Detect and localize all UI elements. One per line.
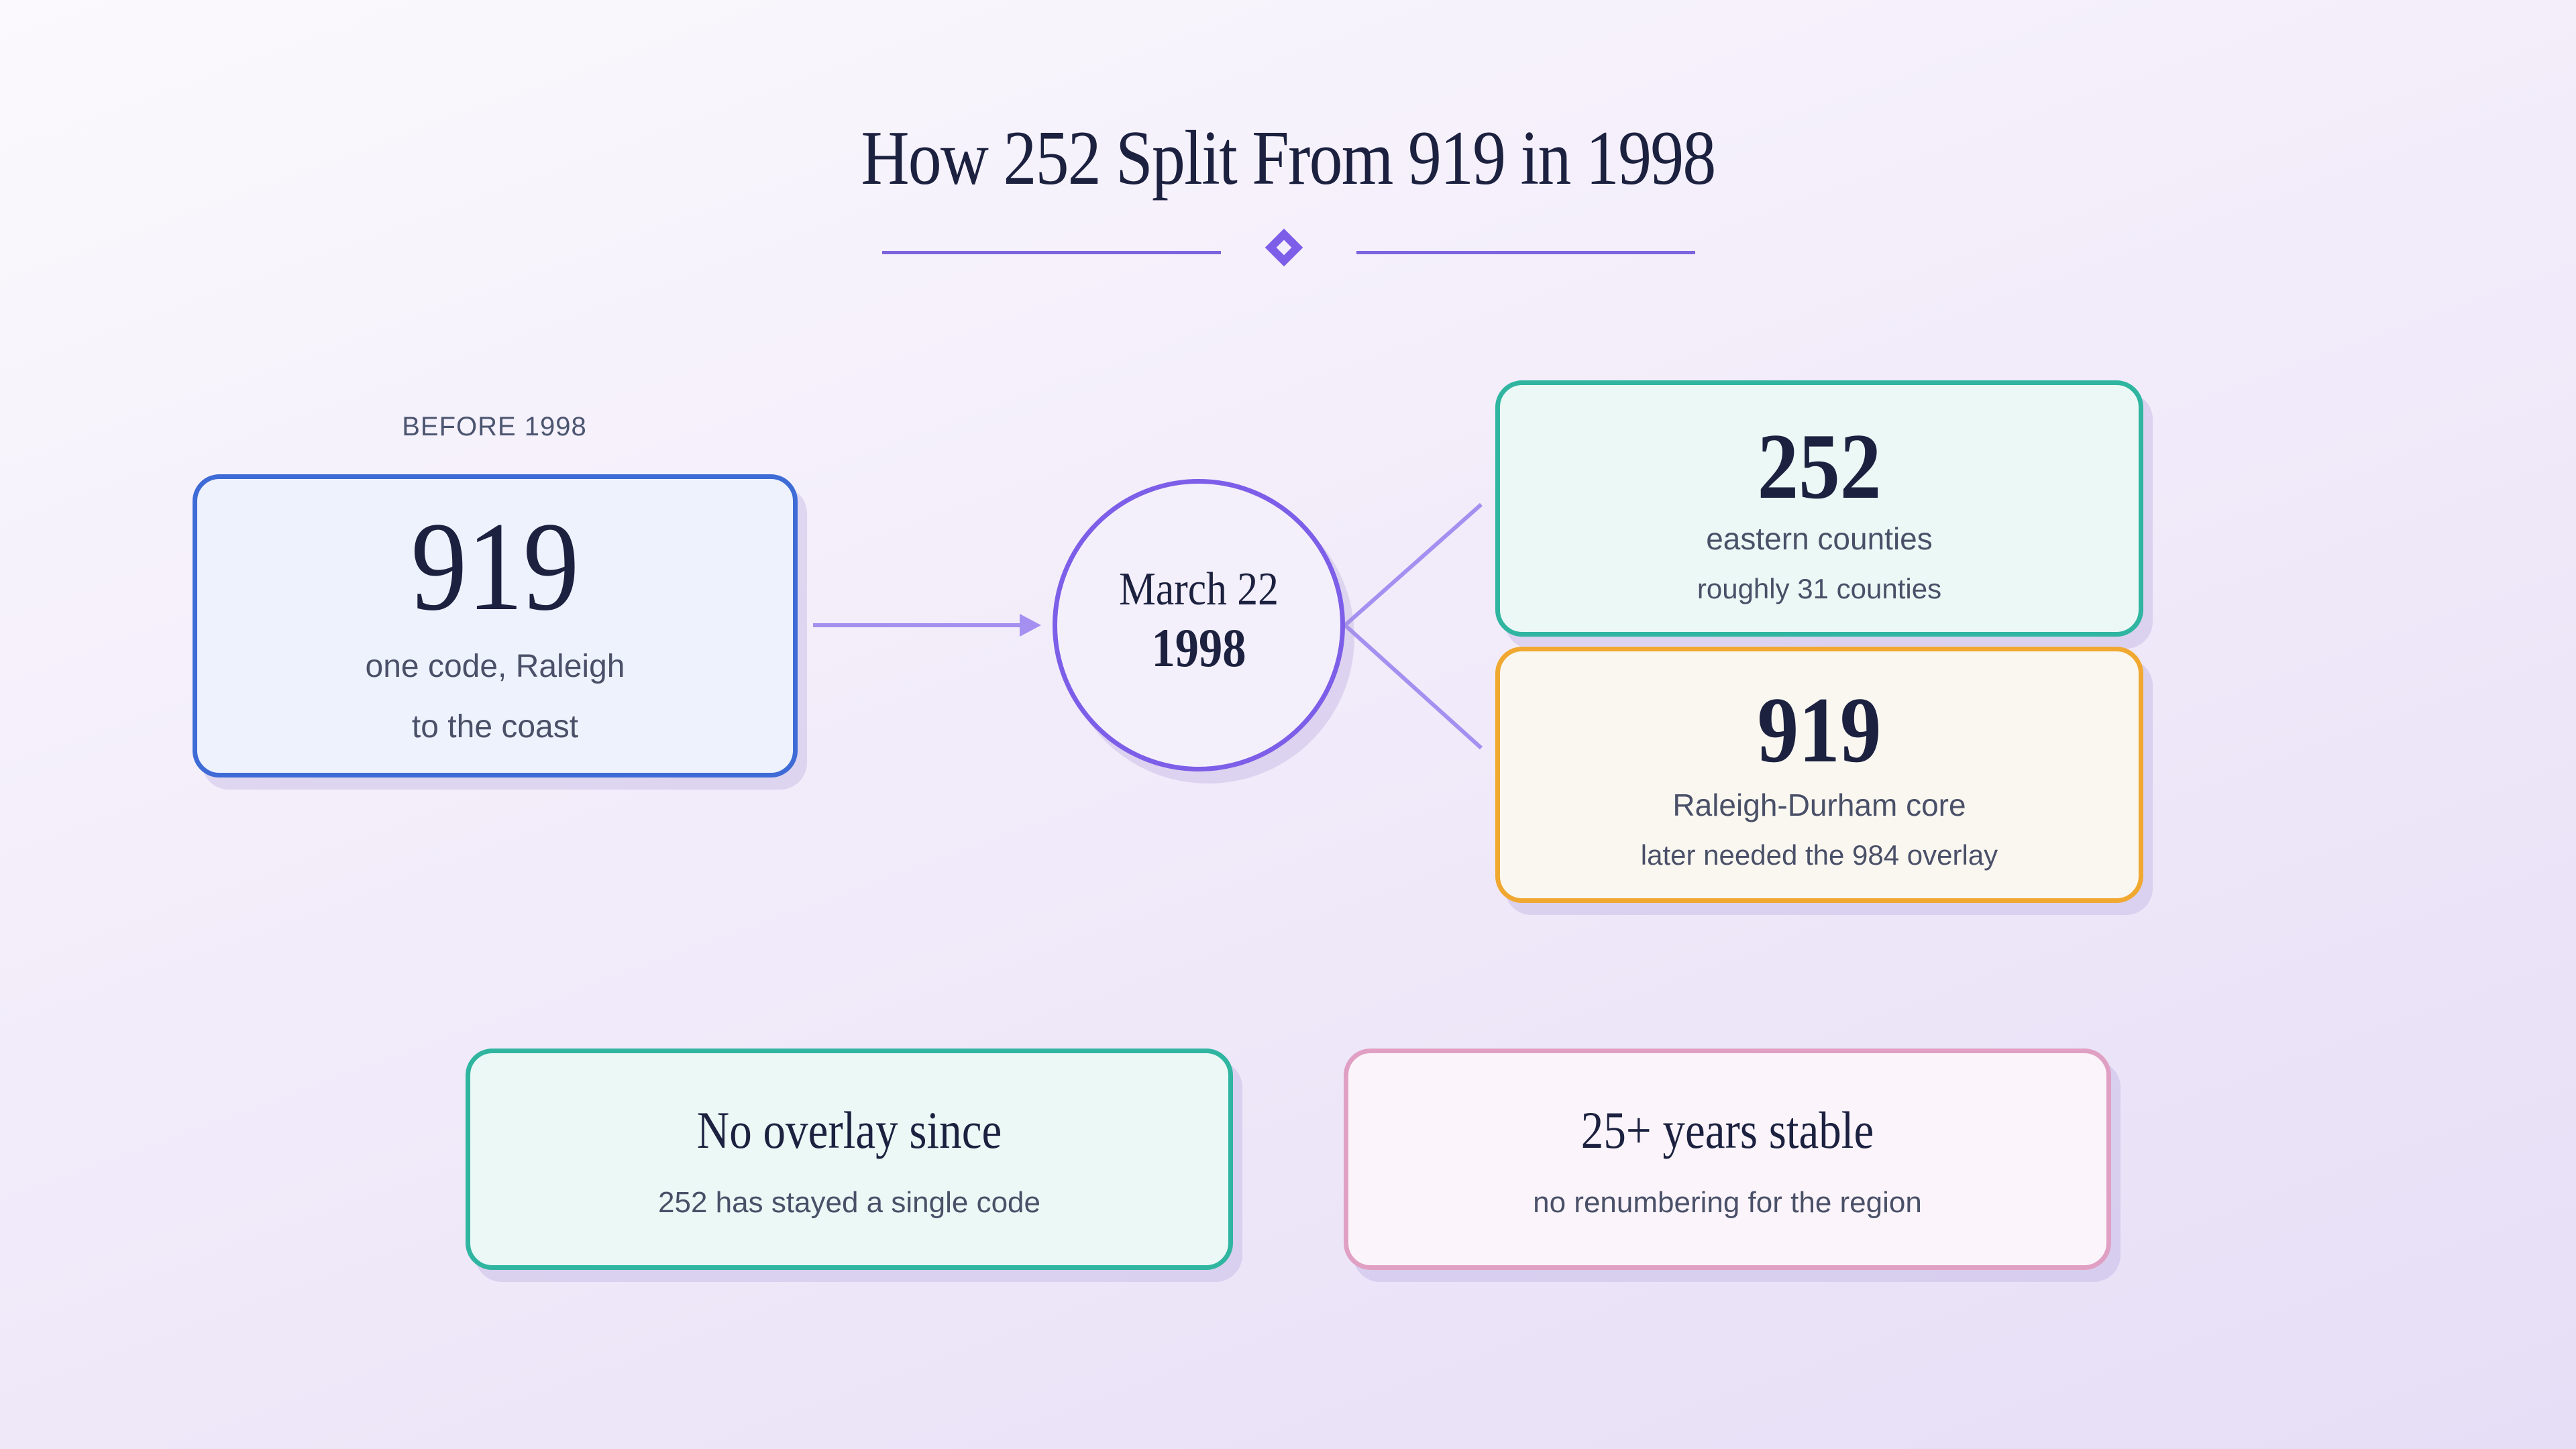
before-description-line1: one code, Raleigh [365,649,625,684]
before-description-line2: to the coast [411,709,579,745]
stat-desc-no-overlay: 252 has stayed a single code [658,1186,1040,1219]
stat-desc-stable: no renumbering for the region [1533,1186,1922,1219]
before-label: BEFORE 1998 [402,412,587,441]
card-919-after-primary: Raleigh-Durham core [1672,788,1966,822]
arrow-head-icon [1020,614,1041,637]
card-919-after-secondary: later needed the 984 overlay [1640,839,1998,871]
area-code-919-after: 919 [1757,678,1882,782]
card-919-after: 919 Raleigh-Durham core later needed the… [1495,647,2143,903]
stat-card-stable: 25+ years stable no renumbering for the … [1344,1049,2111,1270]
branch-line-919 [1343,623,1483,750]
card-252-secondary: roughly 31 counties [1697,573,1942,604]
split-year: 1998 [1151,617,1246,678]
stat-title-no-overlay: No overlay since [696,1101,1002,1159]
stat-title-stable: 25+ years stable [1580,1101,1874,1159]
card-252-primary: eastern counties [1706,521,1933,556]
card-919-before: 919 one code, Raleigh to the coast [193,474,798,777]
diagram-title: How 252 Split From 919 in 1998 [861,115,1716,201]
split-date-circle: March 22 1998 [1053,479,1345,771]
area-code-252: 252 [1757,415,1882,519]
card-252: 252 eastern counties roughly 31 counties [1495,380,2143,637]
branch-line-252 [1344,502,1483,627]
area-code-919-before: 919 [411,496,580,637]
title-rule-right [1356,251,1695,254]
title-rule-left [882,251,1221,254]
stat-card-no-overlay: No overlay since 252 has stayed a single… [466,1049,1233,1270]
split-month-day: March 22 [1119,564,1279,615]
